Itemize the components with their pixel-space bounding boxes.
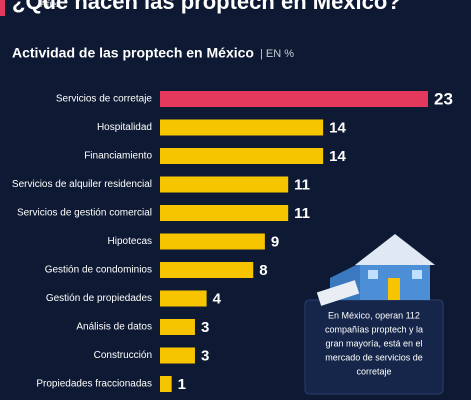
category-label: Hipotecas bbox=[108, 236, 152, 247]
category-label: Financiamiento bbox=[84, 151, 152, 162]
annotation-text: mercado de servicios de bbox=[325, 352, 423, 362]
bar bbox=[160, 205, 289, 221]
bar bbox=[160, 290, 207, 307]
category-label: Servicios de gestión comercial bbox=[17, 208, 152, 219]
value-label: 1 bbox=[178, 376, 186, 393]
value-label: 9 bbox=[271, 233, 279, 250]
category-label: Servicios de alquiler residencial bbox=[12, 179, 152, 190]
category-label: Hospitalidad bbox=[97, 122, 152, 133]
value-label: 14 bbox=[329, 148, 346, 165]
annotation-text: gran mayoría, está en el bbox=[325, 338, 422, 348]
annotation-text: corretaje bbox=[356, 366, 391, 376]
bar bbox=[160, 376, 172, 392]
bar bbox=[160, 148, 324, 164]
value-label: 14 bbox=[329, 119, 346, 136]
category-label: Construcción bbox=[94, 350, 152, 361]
watermark: After bbox=[40, 0, 59, 9]
bar bbox=[160, 176, 289, 193]
chart-title: ¿Qué hacen las proptech en México? bbox=[12, 0, 401, 14]
value-label: 23 bbox=[434, 89, 453, 108]
unit-label: | EN % bbox=[260, 48, 294, 60]
category-label: Gestión de propiedades bbox=[46, 293, 152, 304]
bar bbox=[160, 91, 428, 107]
category-label: Servicios de corretaje bbox=[56, 94, 153, 105]
category-label: Análisis de datos bbox=[76, 322, 152, 333]
bar bbox=[160, 347, 195, 364]
value-label: 3 bbox=[201, 347, 209, 364]
subtitle: Actividad de las proptech en México bbox=[12, 45, 254, 61]
value-label: 8 bbox=[259, 262, 267, 279]
bar bbox=[160, 262, 254, 278]
value-label: 11 bbox=[294, 176, 310, 193]
value-label: 11 bbox=[294, 205, 310, 222]
category-label: Gestión de condominios bbox=[45, 265, 152, 276]
annotation-text: compañías proptech y la bbox=[325, 324, 423, 334]
annotation-art bbox=[304, 234, 444, 395]
annotation-text: En México, operan 112 bbox=[328, 310, 420, 320]
value-label: 3 bbox=[201, 319, 209, 336]
category-label: Propiedades fraccionadas bbox=[36, 379, 152, 390]
bar bbox=[160, 319, 195, 335]
bar bbox=[160, 119, 324, 136]
bar bbox=[160, 233, 265, 250]
value-label: 4 bbox=[213, 290, 222, 307]
accent bbox=[0, 0, 5, 16]
